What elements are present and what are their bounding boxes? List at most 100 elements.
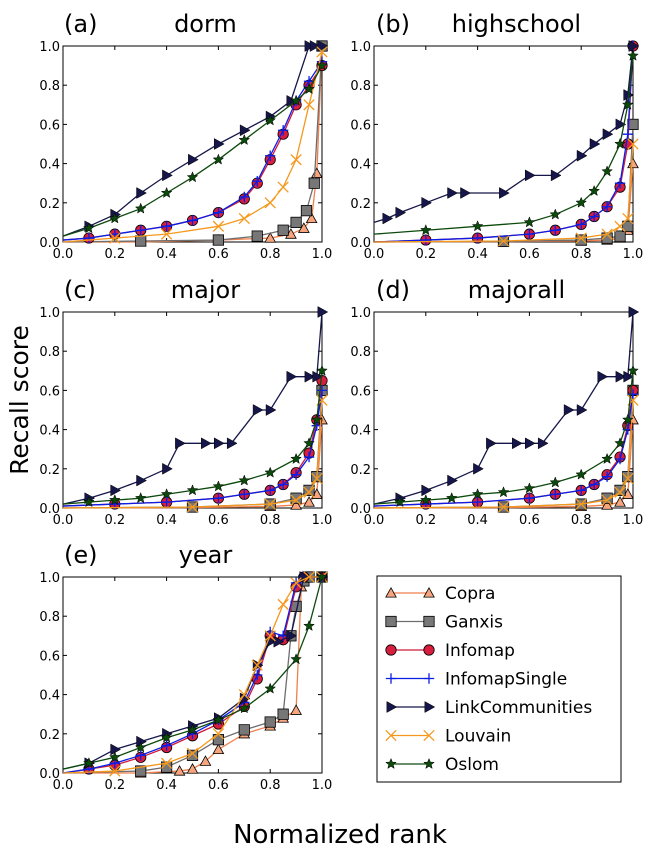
chart-panel-major: (c) major 0.0 0.2 0.4 0.6 0.8 1.0 0.0 0.2 0.4 0.6 0.…: [39, 276, 332, 528]
data-point: [308, 177, 320, 189]
y-tick-label: 0.6: [350, 118, 371, 133]
y-tick-label: 0.6: [39, 384, 60, 399]
data-point: [601, 452, 613, 464]
data-point: [213, 493, 224, 504]
series-oslom: [62, 570, 328, 770]
data-point: [614, 437, 626, 449]
data-point: [110, 743, 122, 756]
data-point: [186, 747, 199, 760]
series-linkcommunities: [62, 306, 329, 505]
data-point: [161, 496, 172, 508]
data-point: [290, 469, 302, 480]
x-tick-label: 0.8: [260, 247, 281, 262]
x-tick-label: 0.8: [571, 247, 592, 262]
data-point: [290, 216, 302, 228]
data-point: [83, 232, 95, 244]
data-point: [213, 207, 224, 218]
x-tick-label: 0.0: [53, 778, 74, 793]
data-point: [135, 750, 146, 761]
data-point: [238, 474, 251, 486]
data-point: [135, 235, 147, 247]
data-point: [601, 499, 613, 510]
data-point: [445, 492, 458, 504]
data-point: [239, 124, 251, 137]
data-point: [602, 128, 614, 141]
panel-title: dorm: [174, 10, 237, 38]
data-point: [597, 370, 609, 383]
data-point: [549, 476, 562, 488]
data-point: [286, 370, 298, 383]
data-point: [160, 488, 173, 500]
data-point: [575, 468, 588, 480]
data-point: [303, 484, 315, 496]
data-point: [160, 731, 173, 743]
data-point: [622, 220, 634, 232]
data-point: [134, 202, 147, 214]
data-point: [226, 437, 238, 450]
data-point: [303, 82, 315, 95]
data-point: [135, 225, 146, 236]
data-point: [497, 501, 510, 513]
x-tick-label: 0.6: [208, 778, 229, 793]
data-point: [186, 501, 199, 513]
legend-marker: [385, 757, 397, 769]
data-point: [576, 219, 587, 230]
data-point: [290, 452, 302, 464]
series-louvain: [62, 394, 328, 513]
data-point: [575, 498, 587, 510]
data-point: [186, 723, 199, 735]
data-point: [277, 125, 289, 136]
data-point: [623, 370, 635, 383]
data-point: [395, 206, 407, 219]
data-point: [108, 751, 121, 763]
legend-label: Copra: [445, 584, 495, 604]
series-oslom: [62, 364, 328, 508]
x-tick-label: 0.2: [104, 778, 125, 793]
y-tick-label: 0.0: [39, 502, 60, 517]
data-point: [238, 702, 251, 714]
series-louvain: [62, 571, 328, 777]
data-point: [303, 571, 315, 583]
legend-entry-louvain: Louvain: [385, 727, 511, 747]
data-point: [239, 191, 250, 203]
x-tick-label: 1.0: [312, 513, 333, 528]
x-tick-label: 1.0: [312, 247, 333, 262]
data-point: [160, 186, 173, 198]
data-point: [614, 137, 626, 149]
x-tick-label: 0.8: [260, 778, 281, 793]
legend-label: Infomap: [445, 641, 515, 661]
legend-marker: [423, 644, 435, 656]
data-point: [447, 187, 458, 199]
data-point: [264, 716, 276, 728]
data-point: [305, 212, 318, 224]
data-point: [303, 99, 315, 111]
data-point: [134, 492, 147, 504]
data-point: [628, 306, 640, 318]
panel-title: year: [179, 541, 233, 569]
data-point: [264, 630, 276, 642]
data-point: [277, 708, 289, 720]
data-point: [213, 437, 225, 450]
data-point: [264, 466, 277, 478]
data-point: [212, 743, 225, 755]
data-point: [588, 184, 601, 197]
y-tick-label: 1.0: [39, 40, 60, 55]
panel-label: (e): [64, 541, 98, 569]
data-point: [277, 598, 289, 611]
x-tick-label: 0.4: [156, 778, 177, 793]
y-tick-label: 0.8: [350, 79, 371, 94]
data-point: [238, 724, 250, 736]
data-point: [420, 234, 431, 246]
data-point: [316, 46, 328, 58]
panel-title: highschool: [452, 10, 581, 38]
data-point: [277, 181, 289, 193]
data-point: [472, 496, 483, 508]
data-point: [524, 228, 535, 240]
data-point: [212, 713, 225, 726]
data-point: [524, 169, 536, 182]
data-point: [160, 761, 173, 773]
data-point: [316, 385, 328, 396]
data-point: [622, 138, 634, 150]
data-point: [550, 225, 561, 236]
